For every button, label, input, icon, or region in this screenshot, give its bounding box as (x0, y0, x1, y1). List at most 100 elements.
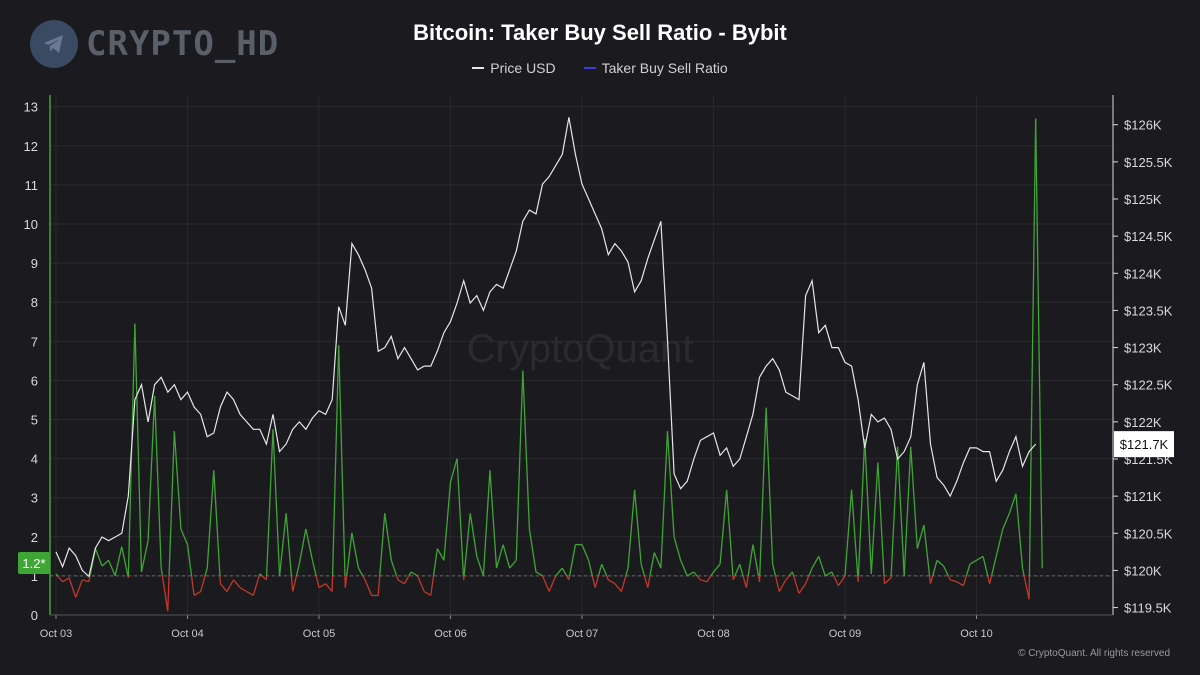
ratio-line-segment (765, 407, 774, 565)
watermark-text: CryptoQuant (467, 327, 694, 371)
grid-lines (50, 95, 1113, 616)
ratio-line-segment (680, 560, 688, 577)
x-tick-label: Oct 08 (697, 628, 729, 640)
right-tick-label: $124K (1124, 266, 1162, 281)
ratio-line-segment (1035, 118, 1043, 569)
x-tick-label: Oct 04 (171, 628, 203, 640)
ratio-line-segment (686, 571, 695, 577)
ratio-line-segment (436, 548, 445, 561)
ratio-line-segment (1015, 493, 1024, 569)
ratio-line-segment (643, 575, 649, 588)
ratio-line-segment (788, 571, 793, 577)
ratio-line-segment (219, 583, 228, 592)
ratio-line-segment (555, 567, 563, 577)
ratio-line-segment (315, 575, 320, 588)
ratio-line-segment (844, 489, 853, 576)
ratio-line-segment (515, 370, 524, 561)
ratio-line-segment (390, 560, 398, 577)
ratio-line-segment (346, 532, 353, 576)
ratio-line-segment (833, 575, 840, 586)
x-tick-label: Oct 09 (829, 628, 861, 640)
ratio-line-segment (292, 575, 298, 592)
ratio-line-segment (947, 575, 951, 581)
ratio-line-segment (923, 525, 931, 576)
ratio-line-segment (745, 575, 749, 588)
ratio-line-segment (581, 544, 590, 561)
ratio-line-segment (713, 563, 721, 573)
ratio-line-segment (647, 575, 651, 588)
ratio-line-segment (108, 560, 116, 577)
ratio-line-segment (190, 575, 195, 596)
axes: 012345678910111213$119.5K$120K$120.5K$12… (18, 95, 1174, 640)
ratio-line-segment (732, 575, 736, 581)
x-tick-label: Oct 03 (40, 628, 72, 640)
ratio-line-segment (62, 577, 70, 583)
ratio-line-segment (476, 556, 484, 577)
ratio-line-segment (68, 577, 77, 598)
ratio-line-segment (990, 556, 997, 577)
legend-label-ratio: Taker Buy Sell Ratio (601, 60, 728, 76)
ratio-line-segment (910, 446, 918, 549)
brand-name: CRYPTO_HD (86, 24, 280, 64)
ratio-line-segment (134, 323, 143, 573)
ratio-line-segment (627, 489, 636, 569)
ratio-value-badge (18, 552, 50, 574)
copyright-footer: © CryptoQuant. All rights reserved (1018, 648, 1170, 659)
ratio-line-segment (193, 590, 201, 597)
ratio-line-segment (890, 446, 899, 576)
ratio-line-segment (259, 573, 263, 577)
ratio-line-segment (186, 544, 193, 576)
ratio-line-segment (719, 489, 728, 565)
ratio-line-segment (837, 575, 846, 587)
ratio-line-segment (298, 528, 307, 565)
ratio-line-segment (747, 544, 754, 577)
ratio-line-segment (114, 546, 123, 577)
ratio-line-segment (82, 579, 90, 583)
ratio-line-segment (502, 544, 511, 569)
left-tick-label: 11 (25, 178, 39, 193)
price-line (55, 117, 1037, 578)
ratio-line-segment (633, 489, 642, 565)
ratio-line-segment (693, 571, 698, 577)
left-tick-label: 6 (31, 373, 38, 388)
ratio-line-segment (362, 575, 366, 581)
ratio-line-segment (161, 575, 169, 612)
ratio-line-segment (548, 575, 557, 592)
ratio-line-segment (204, 567, 208, 577)
ratio-line-segment (804, 575, 810, 584)
ratio-line-segment (772, 564, 777, 577)
ratio-line-segment (522, 370, 531, 530)
left-tick-label: 4 (31, 452, 38, 467)
right-tick-label: $125.5K (1124, 155, 1173, 170)
left-tick-label: 7 (31, 334, 38, 349)
right-tick-label: $123K (1124, 341, 1162, 356)
ratio-line-segment (929, 575, 934, 584)
ratio-line-segment (965, 563, 971, 577)
ratio-line-segment (673, 536, 682, 561)
x-tick-label: Oct 10 (960, 628, 992, 640)
ratio-line-segment (850, 489, 859, 576)
ratio-line-segment (726, 489, 734, 576)
ratio-line-segment (896, 446, 905, 576)
ratio-series (55, 118, 1043, 612)
right-tick-label: $122K (1124, 415, 1162, 430)
ratio-line-segment (936, 559, 945, 567)
price-value-badge-label: $121.7K (1120, 437, 1169, 452)
ratio-line-segment (173, 431, 182, 530)
left-tick-label: 1 (31, 569, 38, 584)
ratio-line-segment (824, 571, 833, 577)
ratio-line-segment (903, 446, 912, 576)
ratio-line-segment (864, 439, 872, 574)
ratio-line-segment (261, 575, 267, 581)
left-tick-label: 10 (24, 217, 38, 232)
ratio-line-segment (785, 575, 790, 581)
ratio-line-segment (265, 429, 274, 576)
ratio-line-segment (759, 407, 767, 576)
legend-item-price[interactable]: Price USD (472, 60, 556, 76)
ratio-line-segment (397, 579, 405, 585)
ratio-line-segment (778, 579, 787, 592)
ratio-line-segment (774, 575, 780, 592)
right-tick-label: $123.5K (1124, 303, 1173, 318)
legend-item-ratio[interactable]: Taker Buy Sell Ratio (583, 60, 728, 76)
ratio-line-segment (311, 560, 317, 577)
